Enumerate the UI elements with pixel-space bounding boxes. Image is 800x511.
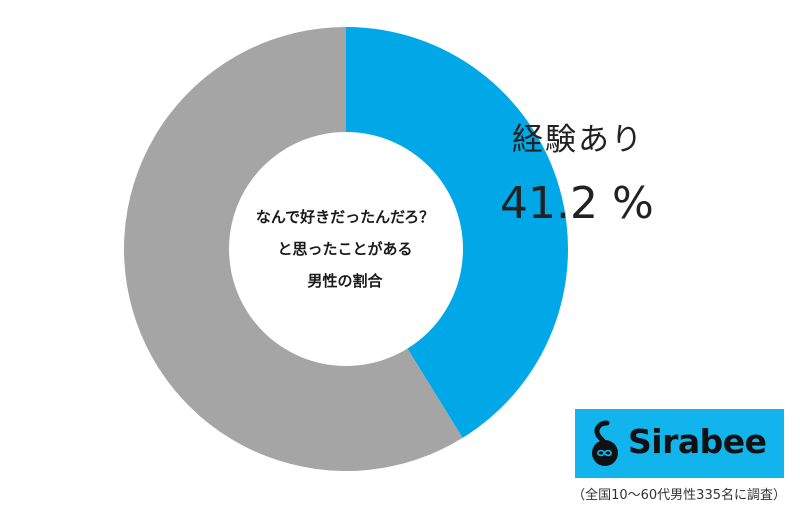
center-text-line-1: なんで好きだったんだろ？ — [255, 208, 435, 226]
slice-value-unit: % — [611, 178, 654, 229]
slice-value-number: 41.2 — [500, 178, 598, 229]
center-text-line-2: と思ったことがある — [277, 240, 413, 258]
sirabee-logo-text: Sirabee — [628, 422, 767, 461]
sirabee-mark-icon — [592, 420, 618, 466]
slice-value-experienced: 41.2% — [500, 178, 654, 229]
sirabee-logo: Sirabee — [575, 409, 784, 478]
center-text-line-3: 男性の割合 — [307, 272, 383, 290]
donut-hole — [229, 132, 463, 366]
survey-footnote: （全国10～60代男性335名に調査） — [572, 488, 786, 503]
slice-label-experienced: 経験あり — [512, 122, 644, 158]
